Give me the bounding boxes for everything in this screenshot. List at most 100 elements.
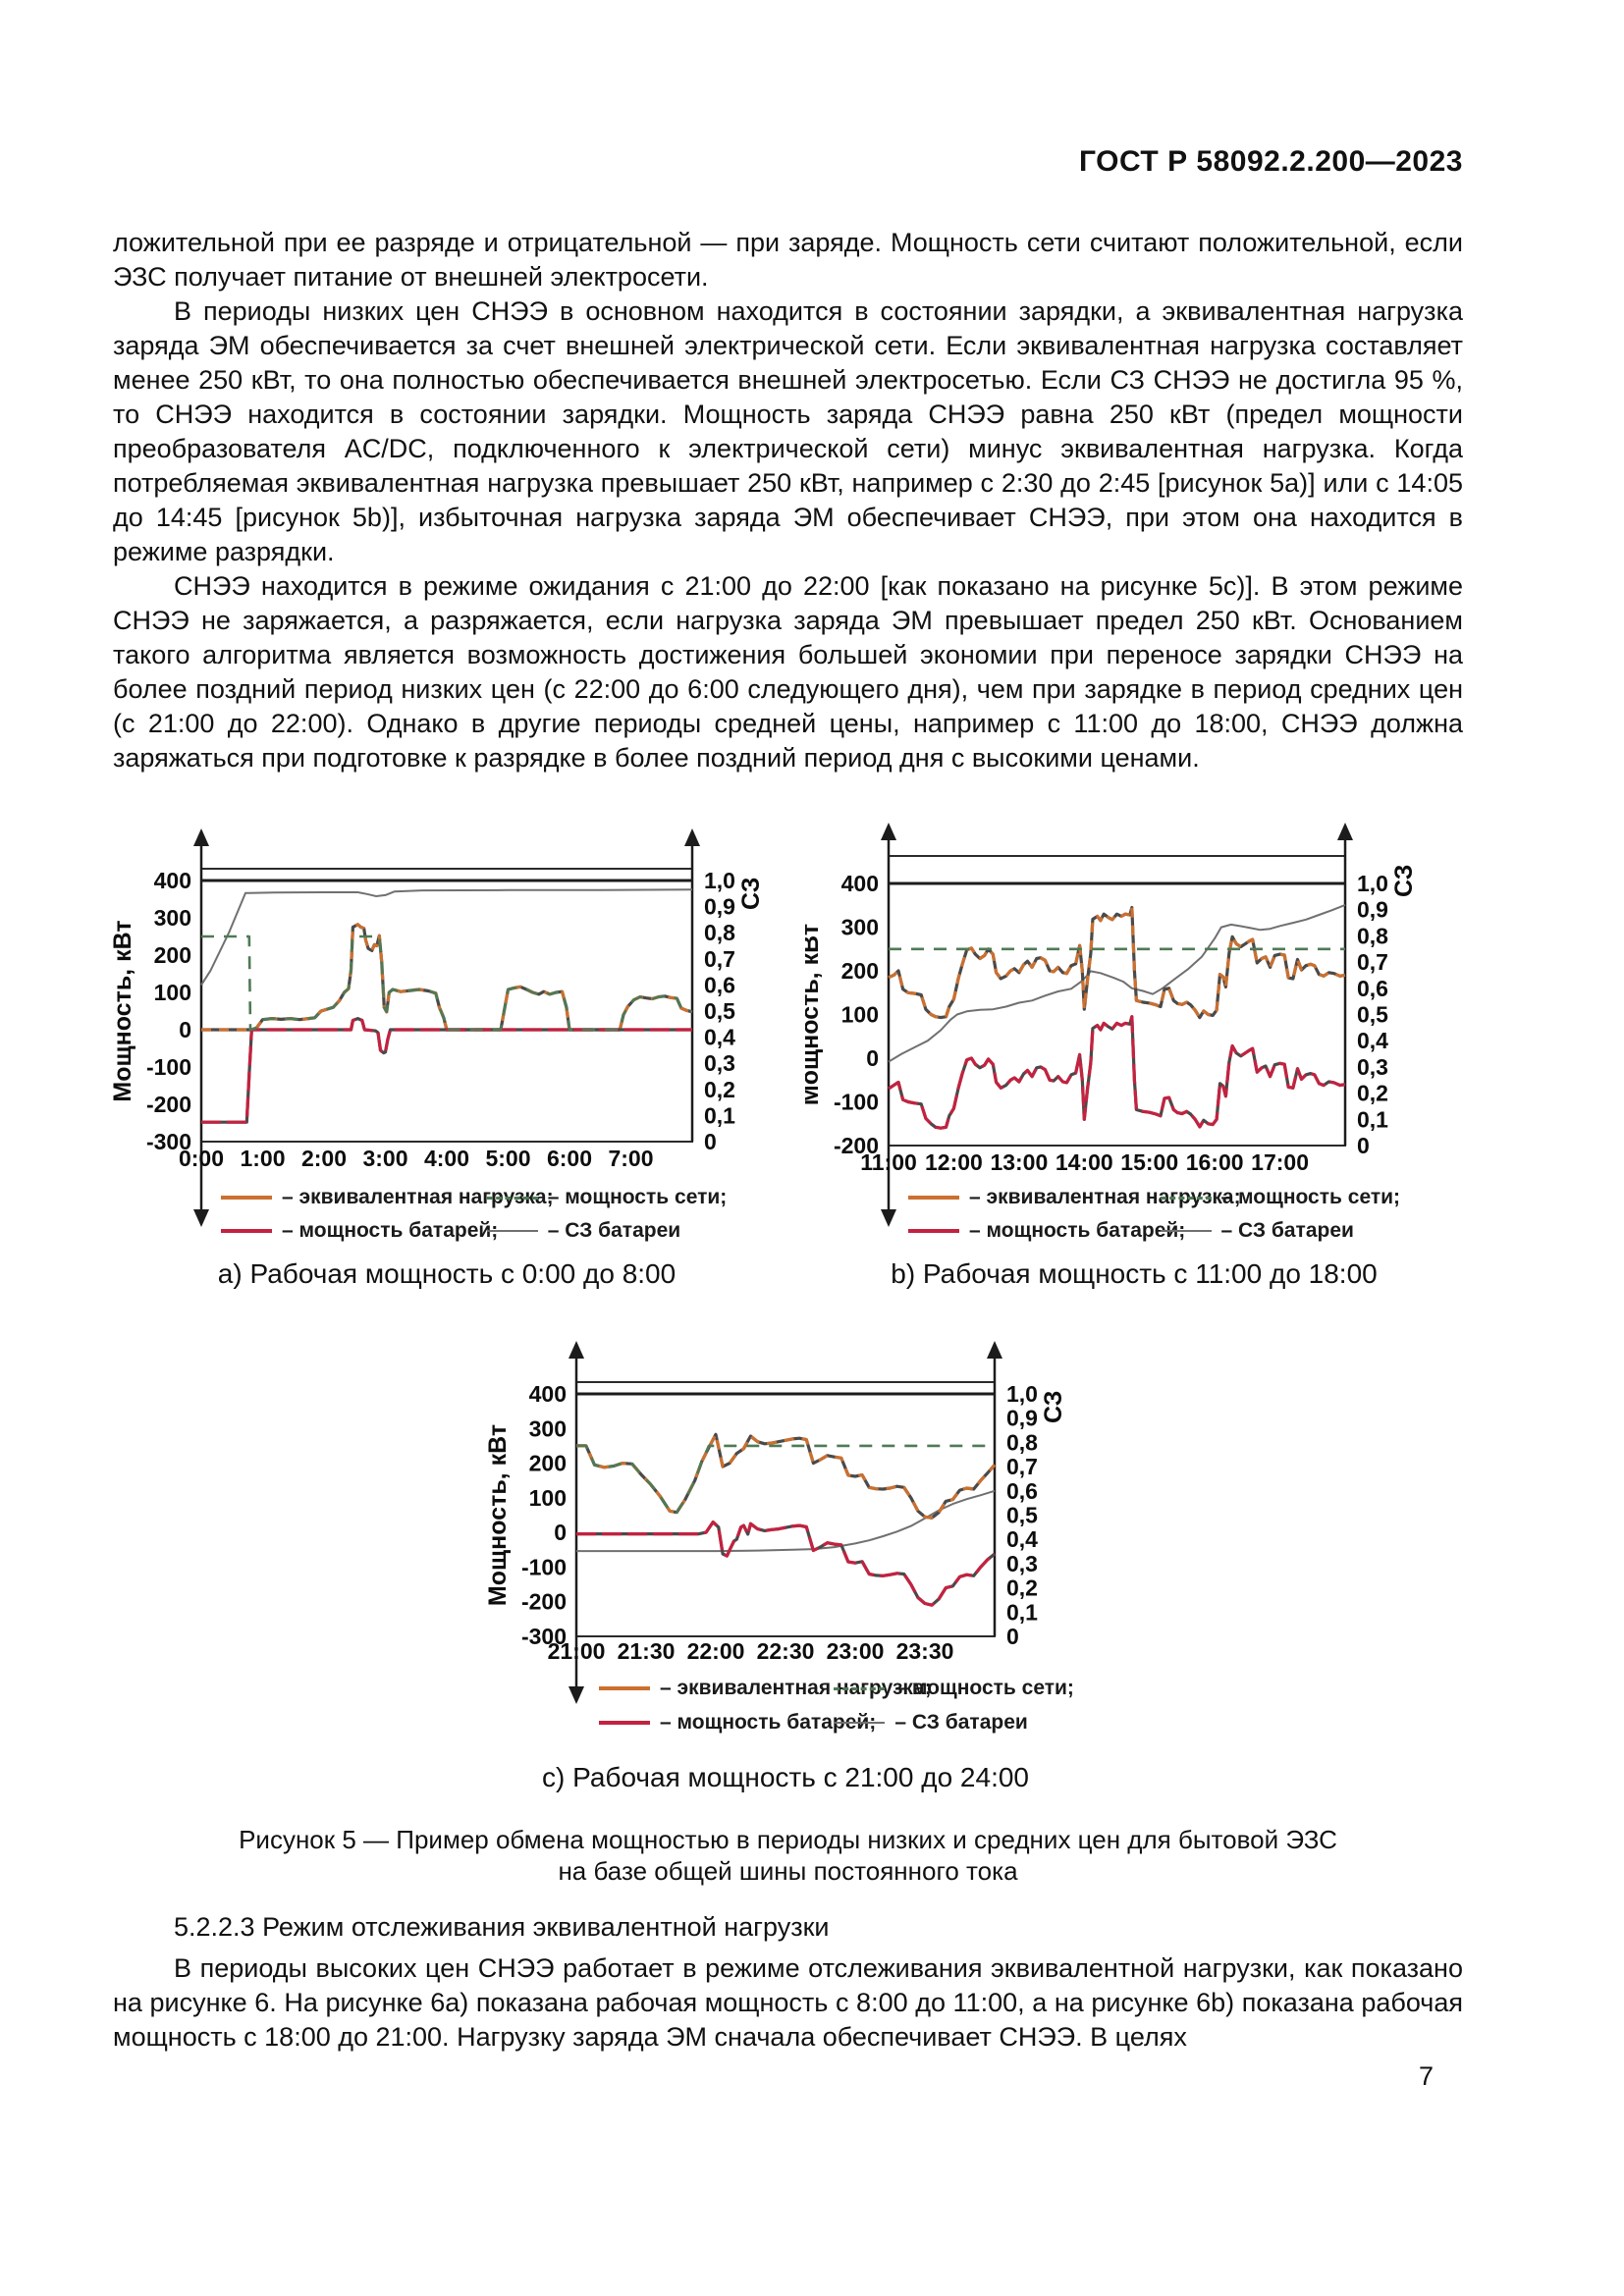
svg-text:0,6: 0,6 xyxy=(1357,976,1388,1001)
svg-text:0: 0 xyxy=(554,1520,567,1545)
svg-text:0: 0 xyxy=(866,1045,879,1071)
svg-text:200: 200 xyxy=(841,958,879,984)
svg-text:0,5: 0,5 xyxy=(1006,1503,1038,1528)
svg-text:21:30: 21:30 xyxy=(618,1638,676,1664)
svg-text:21:00: 21:00 xyxy=(548,1638,606,1664)
svg-text:200: 200 xyxy=(529,1451,567,1476)
svg-text:200: 200 xyxy=(154,942,191,968)
svg-text:0: 0 xyxy=(1357,1133,1370,1158)
svg-text:0,2: 0,2 xyxy=(1357,1081,1388,1106)
chart-c-plot: 400 300 200 100 0 -100 -200 -300 1,00,90,80,70,6… xyxy=(484,1341,1067,1704)
svg-text:5:00: 5:00 xyxy=(485,1146,530,1171)
svg-text:0,1: 0,1 xyxy=(704,1102,735,1128)
svg-text:0,7: 0,7 xyxy=(1006,1454,1038,1479)
legend-swatch-grid xyxy=(486,1196,538,1200)
legend-label-load: – эквивалентная нагрузка; xyxy=(660,1677,932,1699)
chart-c: 400 300 200 100 0 -100 -200 -300 1,0 0,9 0,8 0,7 0,6… xyxy=(452,1335,1188,1836)
legend-label-load: – эквивалентная нагрузка; xyxy=(282,1186,554,1208)
chart-a-caption: a) Рабочая мощность с 0:00 до 8:00 xyxy=(217,1258,677,1289)
chart-c-legend-row-2: – мощность батарей; – СЗ батареи xyxy=(599,1711,1028,1735)
legend-swatch-soc xyxy=(834,1722,886,1724)
legend-label-soc: – СЗ батареи xyxy=(547,1219,681,1242)
svg-text:4:00: 4:00 xyxy=(424,1146,469,1171)
svg-text:-200: -200 xyxy=(521,1589,567,1615)
chart-c-legend-row-1: – эквивалентная нагрузка; – мощность сет… xyxy=(599,1677,1074,1700)
legend-swatch-load xyxy=(221,1196,272,1200)
paragraph-1: ложительной при ее разряде и отрицательн… xyxy=(113,228,1463,292)
svg-text:0: 0 xyxy=(179,1017,191,1042)
svg-text:23:30: 23:30 xyxy=(896,1638,954,1664)
svg-text:0,7: 0,7 xyxy=(1357,949,1388,975)
svg-text:-200: -200 xyxy=(146,1092,191,1117)
svg-text:0,8: 0,8 xyxy=(1357,923,1388,948)
svg-text:0,7: 0,7 xyxy=(704,946,735,972)
svg-text:0,3: 0,3 xyxy=(1357,1054,1388,1080)
svg-text:-300: -300 xyxy=(521,1624,567,1649)
legend-label-load: – эквивалентная нагрузка; xyxy=(969,1186,1241,1208)
svg-text:-300: -300 xyxy=(146,1129,191,1154)
svg-text:17:00: 17:00 xyxy=(1251,1149,1309,1175)
legend-label-battery: – мощность батарей; xyxy=(660,1711,877,1734)
figure-caption-line-2: на базе общей шины постоянного тока xyxy=(558,1856,1018,1886)
legend-swatch-load xyxy=(599,1686,650,1690)
svg-text:0,2: 0,2 xyxy=(704,1077,735,1102)
svg-text:300: 300 xyxy=(154,905,191,931)
svg-text:1:00: 1:00 xyxy=(240,1146,285,1171)
svg-text:100: 100 xyxy=(529,1485,567,1511)
legend-label-grid: – мощность сети; xyxy=(894,1677,1074,1699)
svg-text:0,9: 0,9 xyxy=(1357,897,1388,923)
legend-swatch-battery xyxy=(599,1721,650,1725)
svg-text:400: 400 xyxy=(529,1381,567,1407)
svg-text:400: 400 xyxy=(154,868,191,893)
svg-text:13:00: 13:00 xyxy=(990,1149,1048,1175)
svg-text:300: 300 xyxy=(841,915,879,940)
svg-text:2:00: 2:00 xyxy=(301,1146,347,1171)
svg-text:-100: -100 xyxy=(146,1054,191,1080)
svg-text:0,6: 0,6 xyxy=(704,972,735,997)
svg-text:-200: -200 xyxy=(834,1133,879,1158)
legend-swatch-battery xyxy=(221,1229,272,1233)
chart-a-legend-row-2: – мощность батарей; – СЗ батареи xyxy=(221,1219,687,1243)
svg-text:0,9: 0,9 xyxy=(704,894,735,920)
svg-text:400: 400 xyxy=(841,871,879,896)
legend-swatch-grid xyxy=(1160,1196,1212,1200)
chart-b-legend-row-2: – мощность батарей; – СЗ батареи xyxy=(908,1219,1354,1243)
y-axis-title-right: СЗ xyxy=(1040,1391,1067,1423)
chart-a-plot: 400 300 200 100 0 -100 -200 -300 1,00,90,80,70,6… xyxy=(109,828,765,1227)
legend-swatch-load xyxy=(908,1196,959,1200)
paragraph-2: В периоды низких цен СНЭЭ в основном нах… xyxy=(113,296,1463,566)
svg-text:0,9: 0,9 xyxy=(1006,1406,1038,1431)
svg-text:15:00: 15:00 xyxy=(1120,1149,1178,1175)
svg-text:-100: -100 xyxy=(521,1554,567,1579)
svg-text:0,2: 0,2 xyxy=(1006,1575,1038,1601)
svg-text:0: 0 xyxy=(704,1129,717,1154)
svg-text:0,5: 0,5 xyxy=(704,998,735,1024)
section-heading: 5.2.2.3 Режим отслеживания эквивалентной… xyxy=(174,1912,830,1942)
figure-caption-line-1: Рисунок 5 — Пример обмена мощностью в пе… xyxy=(239,1825,1337,1854)
svg-text:300: 300 xyxy=(529,1415,567,1441)
legend-label-battery: – мощность батарей; xyxy=(969,1219,1186,1242)
svg-text:6:00: 6:00 xyxy=(547,1146,592,1171)
legend-label-grid: – мощность сети; xyxy=(547,1186,728,1208)
doc-header: ГОСТ Р 58092.2.200—2023 xyxy=(1079,145,1463,178)
chart-b-plot: 4003002001000-100-2001,00,90,80,70,60,50… xyxy=(805,823,1418,1227)
svg-text:3:00: 3:00 xyxy=(362,1146,407,1171)
paragraph-4: В периоды высоких цен СНЭЭ работает в ре… xyxy=(113,1953,1463,2052)
svg-text:0,6: 0,6 xyxy=(1006,1478,1038,1504)
y-axis-title-left: Мощность, кВт xyxy=(805,924,824,1105)
chart-c-caption: c) Рабочая мощность с 21:00 до 24:00 xyxy=(542,1762,1029,1792)
svg-text:23:00: 23:00 xyxy=(827,1638,885,1664)
svg-text:0,1: 0,1 xyxy=(1357,1106,1388,1132)
svg-text:0,3: 0,3 xyxy=(1006,1551,1038,1576)
svg-text:100: 100 xyxy=(154,980,191,1005)
legend-swatch-soc xyxy=(1160,1230,1212,1232)
svg-text:0:00: 0:00 xyxy=(179,1146,224,1171)
svg-text:0,8: 0,8 xyxy=(1006,1429,1038,1455)
svg-text:0,1: 0,1 xyxy=(1006,1599,1038,1625)
svg-text:0,3: 0,3 xyxy=(704,1050,735,1076)
y-axis-title-left: Мощность, кВт xyxy=(109,920,136,1101)
chart-a-legend-row-1: – эквивалентная нагрузка; – мощность сет… xyxy=(221,1186,727,1209)
svg-text:1,0: 1,0 xyxy=(704,868,735,893)
legend-label-battery: – мощность батарей; xyxy=(282,1219,499,1242)
